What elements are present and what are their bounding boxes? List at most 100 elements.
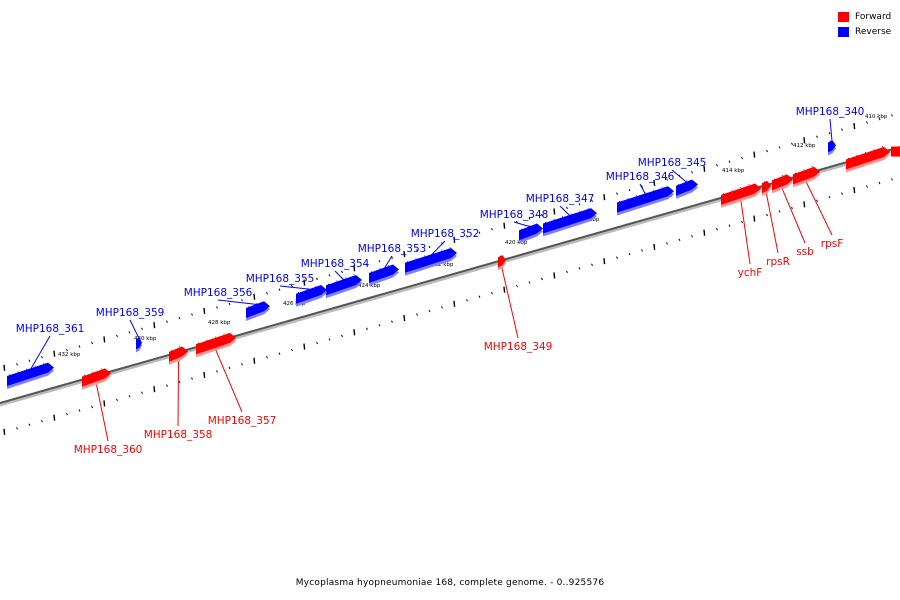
- upper-track-tick: [353, 265, 356, 272]
- upper-track-tick: [828, 131, 831, 135]
- gene-arrow-partial[interactable]: [891, 146, 900, 157]
- gene-arrow[interactable]: [676, 179, 698, 196]
- gene-arrow-tick: [83, 367, 106, 376]
- gene-label[interactable]: ssb: [796, 246, 814, 258]
- gene-arrow[interactable]: [772, 174, 793, 191]
- upper-track-tick: [753, 151, 756, 158]
- legend-reverse-swatch: [838, 26, 849, 37]
- lower-track-tick: [203, 371, 206, 379]
- lower-track-tick: [541, 277, 543, 281]
- gene-arrow-tick: [137, 336, 140, 339]
- upper-track-tick: [66, 348, 68, 352]
- gene-label[interactable]: MHP168_359: [96, 307, 165, 319]
- gene-label[interactable]: MHP168_357: [208, 415, 277, 427]
- lower-track-tick: [153, 386, 156, 393]
- lower-track-tick: [328, 338, 331, 341]
- gene-label[interactable]: MHP168_348: [480, 209, 549, 221]
- gene-arrow[interactable]: [519, 223, 543, 241]
- gene-label[interactable]: rpsR: [766, 256, 790, 268]
- gene-label[interactable]: MHP168_358: [144, 429, 213, 441]
- gene-label[interactable]: MHP168_352: [411, 228, 480, 240]
- gene-arrow[interactable]: [762, 180, 771, 194]
- gene-label[interactable]: MHP168_347: [526, 193, 595, 205]
- upper-track-tick: [816, 135, 818, 138]
- kbp-label: 432 kbp: [58, 352, 81, 358]
- gene-arrow[interactable]: [246, 301, 270, 319]
- lower-track-tick: [441, 306, 443, 309]
- upper-track-tick: [53, 350, 56, 357]
- gene-arrow[interactable]: [82, 368, 111, 387]
- gene-label[interactable]: MHP168_354: [301, 258, 370, 270]
- gene-arrow[interactable]: [326, 275, 362, 296]
- lower-track-tick: [678, 238, 681, 242]
- lower-track-tick: [828, 195, 831, 199]
- gene-label[interactable]: MHP168_360: [74, 444, 143, 456]
- gene-arrow-tick: [763, 179, 768, 183]
- gene-label[interactable]: MHP168_355: [246, 273, 315, 285]
- gene-arrow[interactable]: [296, 284, 327, 304]
- lower-track-tick: [41, 419, 43, 423]
- lower-track-tick: [66, 412, 68, 416]
- gene-label[interactable]: ychF: [738, 267, 763, 279]
- gene-leader-line: [30, 335, 51, 370]
- upper-track-tick: [203, 307, 206, 315]
- upper-track-tick: [653, 179, 656, 187]
- lower-track-tick: [191, 377, 193, 380]
- gene-arrow[interactable]: [793, 166, 820, 185]
- lower-track-tick: [791, 206, 793, 210]
- legend: Forward Reverse: [838, 9, 891, 39]
- gene-arrow[interactable]: [7, 362, 54, 387]
- gene-arrow[interactable]: [405, 248, 457, 273]
- lower-track-tick: [866, 185, 868, 188]
- gene-label[interactable]: rpsF: [821, 238, 844, 250]
- upper-track-tick: [716, 163, 718, 167]
- lower-track-tick: [366, 327, 368, 330]
- gene-leader-line: [513, 221, 532, 228]
- lower-track-tick: [603, 258, 606, 265]
- legend-forward-label: Forward: [855, 11, 892, 22]
- lower-track-tick: [491, 291, 493, 295]
- gene-arrow-tick: [829, 138, 833, 142]
- upper-track-tick: [3, 364, 6, 371]
- gene-arrow[interactable]: [828, 140, 836, 153]
- upper-track-tick: [41, 355, 43, 359]
- lower-track-tick: [391, 320, 393, 323]
- gene-label[interactable]: MHP168_346: [606, 171, 675, 183]
- gene-arrow[interactable]: [136, 337, 142, 350]
- gene-arrow[interactable]: [846, 146, 890, 170]
- lower-track-tick: [53, 414, 56, 421]
- kbp-label: 426 kbp: [283, 301, 306, 307]
- gene-label[interactable]: MHP168_340: [796, 106, 865, 118]
- gene-arrow[interactable]: [543, 208, 597, 234]
- gene-label[interactable]: MHP168_361: [16, 323, 85, 335]
- gene-label[interactable]: MHP168_345: [638, 157, 707, 169]
- gene-leader-line: [639, 183, 646, 195]
- gene-label[interactable]: MHP168_356: [184, 287, 253, 299]
- legend-reverse: Reverse: [838, 24, 891, 39]
- upper-track-tick: [628, 188, 631, 192]
- upper-track-tick: [591, 199, 593, 202]
- lower-track-tick: [103, 400, 106, 407]
- lower-track-tick: [241, 363, 243, 366]
- upper-track-tick: [603, 194, 606, 201]
- upper-track-tick: [378, 259, 381, 263]
- gene-arrow[interactable]: [369, 264, 399, 284]
- upper-track-tick: [803, 137, 806, 144]
- gene-arrow[interactable]: [196, 332, 236, 355]
- gene-arrow[interactable]: [498, 255, 506, 268]
- upper-track-tick: [778, 146, 781, 149]
- gene-arrow[interactable]: [721, 183, 761, 205]
- upper-track-tick: [166, 320, 168, 323]
- upper-track-tick: [616, 192, 618, 195]
- upper-track-tick: [428, 245, 431, 249]
- upper-track-tick: [666, 178, 668, 181]
- gene-arrow[interactable]: [169, 346, 188, 362]
- gene-label[interactable]: MHP168_349: [484, 341, 553, 353]
- gene-leader-line: [217, 299, 259, 306]
- gene-leader-line: [334, 270, 345, 281]
- gene-arrow[interactable]: [617, 186, 674, 213]
- gene-label[interactable]: MHP168_353: [358, 243, 427, 255]
- kbp-label: 410 kbp: [865, 114, 888, 120]
- upper-track-tick: [891, 114, 893, 117]
